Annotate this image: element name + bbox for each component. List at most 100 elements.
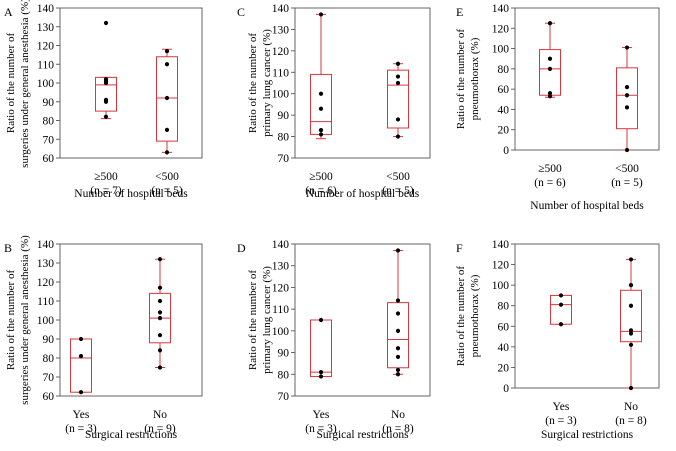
x-category-label: ≥500 [94,171,118,183]
box-group: No (n = 9) [144,257,176,435]
y-tick-label: 140 [37,3,55,15]
x-axis-label: Number of hospital beds [530,200,644,212]
x-axis-label: Surgical restrictions [316,429,409,441]
y-axis-label: pneumothorax (%) [469,274,481,357]
data-point [624,93,630,98]
y-axis-label: primary lung cancer (%) [261,29,273,137]
x-category-label: ≥500 [309,171,333,183]
data-point [318,374,324,379]
y-tick-label: 80 [43,353,55,365]
iqr-box [310,319,332,377]
y-tick-label: 60 [43,153,55,165]
data-point [164,49,170,54]
y-tick-label: 70 [278,153,290,165]
panel-letter: A [4,5,13,19]
data-point [558,293,564,298]
data-point [395,248,401,253]
y-tick-label: 0 [503,145,509,157]
x-category-n: (n = 5) [382,185,414,197]
x-axis-label: Surgical restrictions [541,429,634,441]
panel-letter: C [237,5,245,19]
data-point [395,372,401,377]
y-tick-label: 110 [272,304,289,316]
data-point [395,74,401,79]
x-category-n: (n = 6) [534,177,566,189]
y-tick-label: 90 [278,110,290,122]
y-tick-label: 120 [37,41,55,53]
data-point [164,127,170,132]
x-category-label: <500 [386,171,410,183]
data-point [103,114,109,119]
y-tick-label: 140 [492,239,510,251]
y-tick-label: 140 [37,239,55,251]
x-category-label: No [391,409,405,421]
data-point [558,302,564,307]
y-tick-label: 130 [37,258,55,270]
data-point [157,310,163,315]
y-tick-label: 100 [492,44,510,56]
data-point [628,331,634,336]
x-category-n: (n = 7) [90,185,122,197]
iqr-box [620,289,642,343]
y-axis-label: Ratio of the number of [455,266,467,367]
y-axis-label: surgeries under general anesthesia (%) [19,0,31,168]
data-point [547,56,553,61]
y-tick-label: 130 [272,261,290,273]
y-axis-label: primary lung cancer (%) [261,266,273,374]
y-tick-label: 100 [37,78,55,90]
data-point [395,354,401,360]
box-group: <500 (n = 5) [151,48,183,197]
data-point [103,20,109,26]
x-category-n: (n = 5) [151,185,183,197]
data-point [318,128,324,133]
y-axis-label: Ratio of the number of [247,33,259,134]
y-tick-label: 20 [498,362,510,374]
data-point [547,91,553,96]
data-point [628,385,634,391]
iqr-box [387,302,409,369]
y-tick-label: 40 [498,104,510,116]
panel-e: E 0 20 40 60 80 100 120 140 Ratio of the number o… [455,3,660,212]
x-category-label: <500 [615,163,639,175]
x-category-label: Yes [73,409,90,421]
y-tick-label: 80 [498,301,510,313]
y-axis-label: Ratio of the number of [5,33,17,134]
y-tick-label: 120 [492,23,510,35]
y-tick-label: 130 [272,24,290,36]
data-point [157,257,163,262]
data-point [78,354,84,359]
panel-b: B 60 70 80 90 100 110 120 130 140 Ratio of the num… [4,235,203,441]
data-point [78,390,84,395]
x-category-label: ≥500 [538,163,562,175]
y-tick-label: 100 [492,280,510,292]
plot-frame [514,243,660,389]
data-point [395,117,401,122]
y-tick-label: 80 [43,116,55,128]
data-point [628,257,634,262]
y-axis-label: surgeries under general anesthesia (%) [19,235,31,405]
y-tick-label: 140 [272,239,290,251]
data-point [395,298,401,303]
box-group: ≥500 (n = 7) [90,20,122,197]
box-group: Yes (n = 3) [305,317,337,435]
data-point [157,365,163,370]
iqr-box [70,338,92,393]
data-point [318,370,324,375]
y-tick-label: 140 [492,3,510,15]
data-point [318,12,324,17]
iqr-box [539,49,561,96]
data-point [395,134,401,139]
y-tick-label: 100 [272,89,290,101]
y-axis-label: Ratio of the number of [247,270,259,371]
x-category-n: (n = 3) [545,415,577,427]
data-point [558,322,564,327]
y-tick-label: 120 [272,282,290,294]
data-point [164,62,170,67]
panel-letter: E [456,5,463,19]
y-tick-label: 110 [272,67,289,79]
x-category-label: <500 [155,171,179,183]
data-point [547,66,553,71]
data-point [628,328,634,333]
data-point [628,283,634,288]
